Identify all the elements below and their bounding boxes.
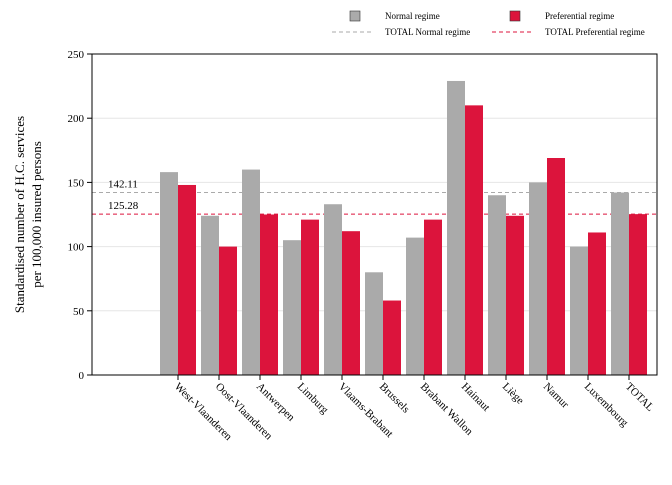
bar-preferential	[219, 246, 237, 375]
y-tick-label: 200	[68, 113, 85, 125]
y-axis-label: Standardised number of H.C. services per …	[12, 116, 44, 313]
plot-frame	[91, 53, 658, 376]
bar-normal	[611, 192, 629, 375]
bar-preferential	[301, 219, 319, 375]
bar-preferential	[465, 105, 483, 376]
y-tick-label: 150	[68, 177, 85, 189]
bar-normal	[488, 195, 506, 375]
bars	[160, 80, 647, 376]
legend-swatch	[349, 10, 361, 22]
bar-normal	[406, 237, 424, 375]
bar-normal	[201, 215, 219, 375]
x-tick-label: TOTAL	[623, 381, 656, 414]
bar-normal	[324, 204, 342, 375]
x-tick-label: Namur	[541, 381, 571, 411]
y-tick-label: 50	[73, 306, 85, 318]
x-tick-label: Brussels	[377, 381, 412, 416]
bar-preferential	[424, 219, 442, 375]
x-tick-label: Hainaut	[459, 381, 492, 414]
y-tick-label: 250	[68, 49, 85, 61]
bar-preferential	[629, 214, 647, 375]
bar-normal	[365, 272, 383, 375]
bar-preferential	[178, 184, 196, 375]
bar-preferential	[506, 215, 524, 375]
bar-normal	[570, 246, 588, 375]
y-axis-label-line: per 100,000 insured persons	[29, 141, 44, 288]
bar-preferential	[342, 231, 360, 375]
legend: Normal regime Preferential regime TOTAL No…	[332, 10, 645, 37]
legend-label: TOTAL Preferential regime	[545, 27, 645, 37]
x-tick-label: Liège	[500, 381, 526, 407]
y-tick-label: 0	[79, 370, 85, 382]
bar-normal	[447, 80, 465, 376]
legend-label: Preferential regime	[545, 11, 614, 21]
legend-label: Normal regime	[385, 11, 440, 21]
reference-line-label: 142.11	[108, 179, 138, 191]
bar-preferential	[260, 214, 278, 375]
y-axis-label-line: Standardised number of H.C. services	[12, 116, 27, 313]
bar-normal	[283, 240, 301, 375]
legend-label: TOTAL Normal regime	[385, 27, 470, 37]
reference-line-label: 125.28	[108, 200, 139, 212]
x-tick-label: Antwerpen	[254, 381, 297, 424]
y-tick-label: 100	[68, 242, 85, 254]
bar-preferential	[588, 232, 606, 375]
bar-normal	[242, 169, 260, 375]
legend-swatch	[509, 10, 521, 22]
bar-normal	[529, 182, 547, 375]
bar-preferential	[383, 300, 401, 375]
x-tick-label: Limburg	[295, 381, 331, 417]
bar-preferential	[547, 158, 565, 375]
bar-normal	[160, 172, 178, 375]
